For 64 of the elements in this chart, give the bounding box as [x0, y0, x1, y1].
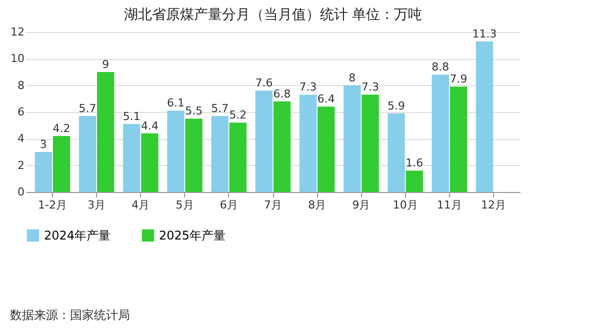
bar — [78, 116, 96, 192]
bar — [34, 152, 52, 192]
data-label: 7.3 — [299, 80, 317, 94]
bar — [344, 85, 361, 192]
data-label: 6.1 — [166, 96, 184, 110]
bar — [450, 86, 468, 192]
data-label: 9 — [102, 58, 110, 71]
data-label: 7.9 — [450, 72, 468, 86]
data-label: 4.4 — [140, 119, 158, 132]
y-tick-label: 2 — [18, 158, 24, 172]
x-tick-label: 4月 — [132, 198, 150, 212]
legend-label: 2025年产量 — [159, 228, 226, 242]
x-tick-label: 3月 — [88, 198, 106, 212]
bar — [273, 101, 291, 192]
data-label: 8 — [348, 71, 356, 84]
data-label: 6.8 — [273, 87, 291, 100]
y-tick-label: 12 — [10, 26, 24, 38]
chart-title: 湖北省原煤产量分月（当月值）统计 单位：万吨 — [124, 7, 422, 23]
data-label: 5.1 — [122, 110, 140, 123]
data-label: 4.2 — [52, 122, 70, 135]
x-tick-label: 9月 — [352, 198, 370, 212]
bar — [52, 136, 70, 192]
bar — [432, 74, 449, 192]
x-tick-label: 8月 — [308, 198, 326, 212]
bar — [123, 124, 140, 192]
x-tick-label: 5月 — [176, 198, 194, 212]
data-label: 7.6 — [255, 76, 273, 90]
legend-label: 2024年产量 — [44, 228, 111, 242]
x-tick-label: 10月 — [392, 198, 418, 212]
x-tick-label: 11月 — [436, 198, 462, 212]
bar — [229, 122, 247, 192]
y-tick-label: 4 — [18, 132, 24, 146]
x-tick-label: 12月 — [481, 198, 506, 212]
x-tick-label: 1-2月 — [38, 198, 67, 212]
y-tick-label: 6 — [18, 106, 24, 118]
bar — [299, 94, 317, 192]
bar — [318, 106, 335, 192]
data-label: 5.7 — [78, 102, 96, 115]
bar — [141, 133, 158, 192]
bar — [388, 113, 405, 192]
x-tick-label: 7月 — [264, 198, 282, 212]
bar — [476, 41, 494, 192]
data-label: 1.6 — [406, 156, 424, 170]
data-label: 8.8 — [432, 60, 450, 74]
y-tick-label: 0 — [18, 186, 24, 198]
data-label: 5.5 — [185, 104, 203, 118]
bar — [97, 72, 114, 192]
bar — [167, 110, 184, 192]
source-note: 数据来源：国家统计局 — [10, 307, 130, 324]
y-tick-label: 8 — [18, 78, 24, 92]
bar — [255, 90, 273, 192]
bar — [406, 170, 423, 192]
data-label: 11.3 — [472, 27, 497, 40]
x-tick-label: 6月 — [220, 198, 238, 212]
data-label: 7.3 — [362, 80, 380, 94]
data-label: 6.4 — [317, 92, 335, 106]
data-label: 5.9 — [388, 99, 406, 112]
bar — [185, 118, 202, 192]
data-label: 3 — [40, 138, 47, 151]
data-label: 5.2 — [229, 108, 247, 122]
data-label: 5.7 — [211, 102, 229, 115]
y-tick-label: 10 — [10, 52, 24, 66]
bar — [211, 116, 228, 192]
bar — [362, 94, 379, 192]
